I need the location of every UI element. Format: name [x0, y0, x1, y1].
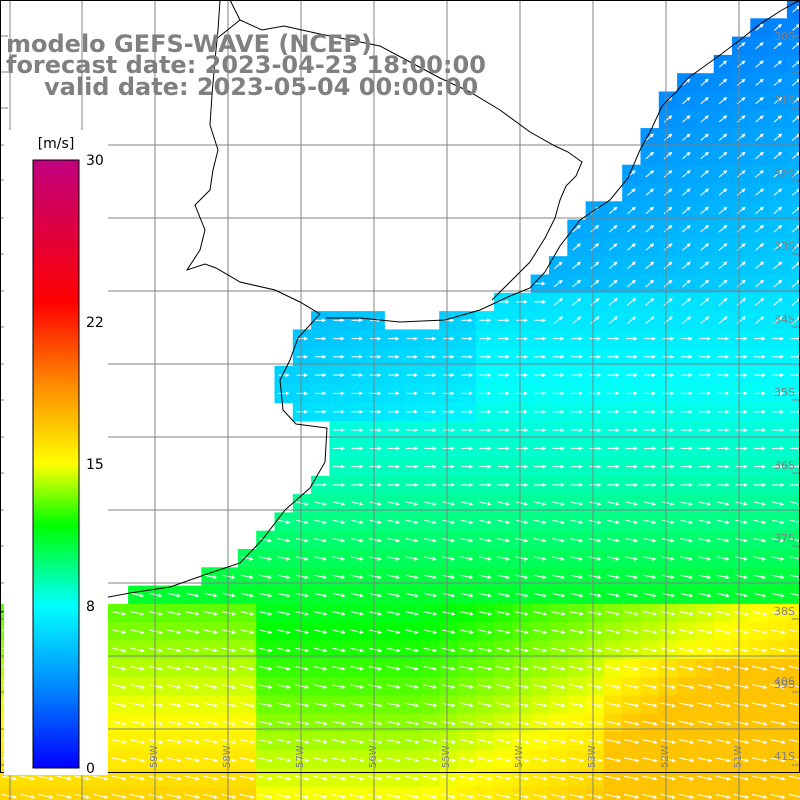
wind-cell	[786, 512, 800, 532]
latitude-label: 35S	[774, 386, 795, 399]
colorbar-tick-label: 0	[86, 761, 95, 777]
wind-cell	[786, 36, 800, 56]
wind-cell	[384, 786, 404, 800]
wind-cell	[457, 786, 477, 800]
wind-cell	[786, 786, 800, 800]
wind-cell	[786, 677, 800, 696]
wind-cell	[475, 786, 495, 800]
longitude-label: 52W	[660, 745, 671, 768]
wind-cell	[786, 18, 800, 38]
valid-date: valid date: 2023-05-04 00:00:00	[44, 73, 479, 101]
colorbar-tick-label: 30	[86, 153, 104, 169]
colorbar-gradient	[32, 159, 80, 769]
wind-cell	[402, 786, 422, 800]
wind-cell	[786, 146, 800, 166]
wind-cell	[512, 786, 532, 800]
longitude-label: 55W	[441, 745, 452, 768]
wind-cell	[786, 219, 800, 239]
wind-cell	[256, 786, 276, 800]
wind-cell	[439, 786, 459, 800]
wind-cell	[786, 713, 800, 733]
latitude-label: 33S	[774, 240, 795, 253]
colorbar-tick-label: 8	[86, 599, 95, 615]
colorbar-unit-label: [m/s]	[38, 136, 75, 152]
latitude-label: 31S	[774, 94, 795, 107]
longitude-label: 57W	[295, 745, 306, 768]
latitude-label: 30S	[774, 30, 795, 43]
wind-cell	[786, 256, 800, 276]
wind-cell	[292, 786, 312, 800]
longitude-label: 51W	[733, 745, 744, 768]
wind-cell	[786, 292, 800, 312]
longitude-label: 58W	[222, 745, 233, 768]
colorbar-tick-label: 22	[86, 315, 104, 331]
wind-cell	[786, 695, 800, 715]
latitude-label: 36S	[774, 459, 795, 472]
latitude-label: 34S	[774, 313, 795, 326]
wind-cell	[786, 201, 800, 221]
wind-cell	[786, 54, 800, 74]
wind-cell	[347, 786, 367, 800]
latitude-label: 32S	[774, 168, 795, 181]
colorbar: [m/s] 30 22 15 8 0	[4, 130, 108, 777]
wind-cell	[786, 128, 800, 147]
latitude-label: 40S	[774, 675, 795, 688]
wind-cell	[786, 658, 800, 678]
wind-cell	[366, 786, 385, 800]
longitude-label: 59W	[149, 745, 160, 768]
latitude-label: 41S	[774, 750, 795, 763]
wind-cell	[786, 530, 800, 550]
wind-cell	[786, 0, 800, 19]
wind-cell	[786, 164, 800, 184]
wind-cell	[786, 109, 800, 129]
wind-cell	[786, 311, 800, 330]
wind-cell	[786, 494, 800, 513]
wind-cell	[786, 567, 800, 587]
wind-cell	[786, 183, 800, 202]
wind-cell	[786, 622, 800, 642]
longitude-label: 54W	[514, 745, 525, 768]
wind-cell	[329, 786, 349, 800]
longitude-label: 53W	[587, 745, 598, 768]
wind-cell	[786, 549, 800, 568]
wind-cell	[786, 237, 800, 257]
colorbar-tick-label: 15	[86, 457, 104, 473]
latitude-label: 38S	[774, 605, 795, 618]
wind-cell	[786, 274, 800, 294]
wind-cell	[420, 786, 440, 800]
wind-cell	[274, 786, 294, 800]
wind-cell	[786, 585, 800, 605]
wind-cell	[494, 786, 513, 800]
wind-cell	[786, 640, 800, 660]
wind-cell	[786, 91, 800, 111]
wind-cell	[311, 786, 330, 800]
wind-cell	[786, 73, 800, 93]
longitude-label: 56W	[368, 745, 379, 768]
wind-cell	[786, 603, 800, 623]
latitude-label: 37S	[774, 532, 795, 545]
